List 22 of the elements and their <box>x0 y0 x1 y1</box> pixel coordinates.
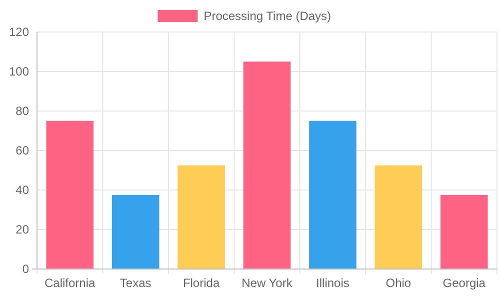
y-tick-label: 120 <box>8 25 30 40</box>
bar <box>309 120 356 269</box>
bar <box>440 194 488 269</box>
x-tick-label: Texas <box>120 276 152 290</box>
y-tick-label: 80 <box>16 104 30 118</box>
x-tick-label: New York <box>242 276 294 290</box>
y-tick-label: 100 <box>8 64 30 79</box>
y-tick-label: 20 <box>16 222 30 237</box>
bar <box>46 120 94 269</box>
x-tick-label: California <box>44 276 96 290</box>
x-tick-label: Florida <box>182 276 220 290</box>
y-tick-label: 60 <box>16 144 30 158</box>
legend-label: Processing Time (Days) <box>204 9 332 24</box>
bar <box>374 165 422 269</box>
bar <box>112 194 160 269</box>
y-tick-label: 0 <box>22 262 30 276</box>
x-tick-label: Georgia <box>442 276 486 290</box>
x-tick-label: Illinois <box>316 276 350 290</box>
bar <box>178 165 225 269</box>
bar <box>243 62 291 269</box>
x-tick-label: Ohio <box>386 276 412 290</box>
y-tick-label: 40 <box>16 183 30 198</box>
